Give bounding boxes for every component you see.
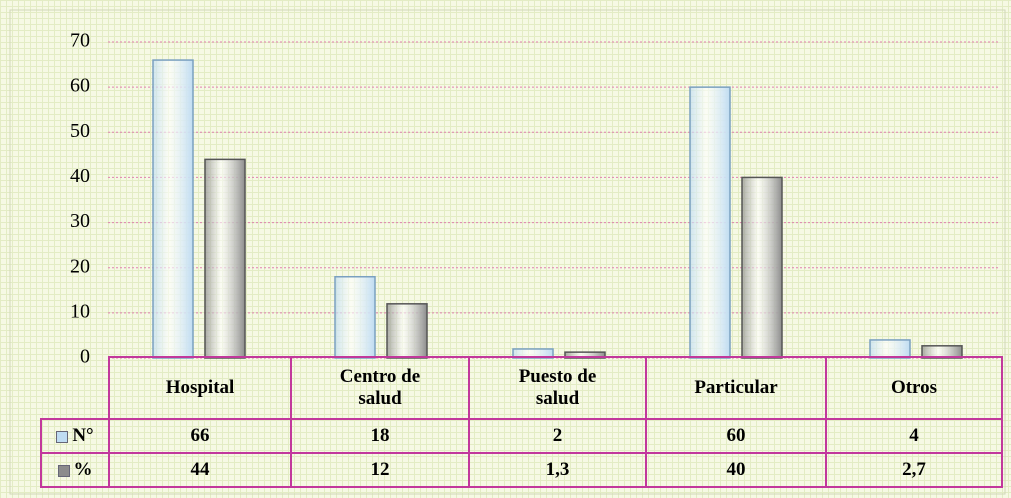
category-label: Hospital (108, 356, 292, 420)
y-tick-label: 50 (70, 120, 90, 142)
y-tick-label: 60 (70, 75, 90, 97)
y-tick-label: 10 (70, 300, 90, 322)
value-cell: 40 (645, 452, 827, 488)
legend-key (56, 430, 69, 443)
corner (41, 357, 110, 419)
bar (386, 303, 428, 359)
value-cell: 44 (108, 452, 292, 488)
y-tick-label: 70 (70, 30, 90, 52)
bar (334, 275, 376, 359)
value-cell: 2,7 (825, 452, 1003, 488)
legend-label: % (73, 459, 93, 480)
category-label: Puesto de salud (468, 356, 647, 420)
legend-cell: N° (40, 418, 110, 454)
y-tick-label: 40 (70, 165, 90, 187)
value-cell: 2 (468, 418, 647, 454)
series-row: % 44 12 1,3 40 2,7 (40, 452, 1003, 488)
header-row: Hospital Centro de salud Puesto de salud Pa… (41, 356, 1003, 420)
value-cell: 66 (108, 418, 292, 454)
value-cell: 1,3 (468, 452, 647, 488)
bar (204, 158, 246, 359)
value-cell: 60 (645, 418, 827, 454)
y-tick-label: 30 (70, 210, 90, 232)
category-label: Particular (645, 356, 827, 420)
value-cell: 18 (290, 418, 470, 454)
series-row: N° 66 18 2 60 4 (40, 418, 1003, 454)
legend-cell: % (40, 452, 110, 488)
frame (9, 9, 1006, 495)
category-label: Otros (825, 356, 1003, 420)
value-cell: 4 (825, 418, 1003, 454)
bar (689, 86, 731, 359)
legend-label: N° (72, 425, 94, 446)
value-cell: 12 (290, 452, 470, 488)
data-table: Hospital Centro de salud Puesto de salud Pa… (40, 356, 1003, 488)
category-label: Centro de salud (290, 356, 470, 420)
y-tick-label: 20 (70, 255, 90, 277)
bar (741, 176, 783, 359)
y-tick-label: 0 (80, 346, 90, 368)
legend-key (57, 464, 70, 477)
bar (152, 59, 194, 359)
